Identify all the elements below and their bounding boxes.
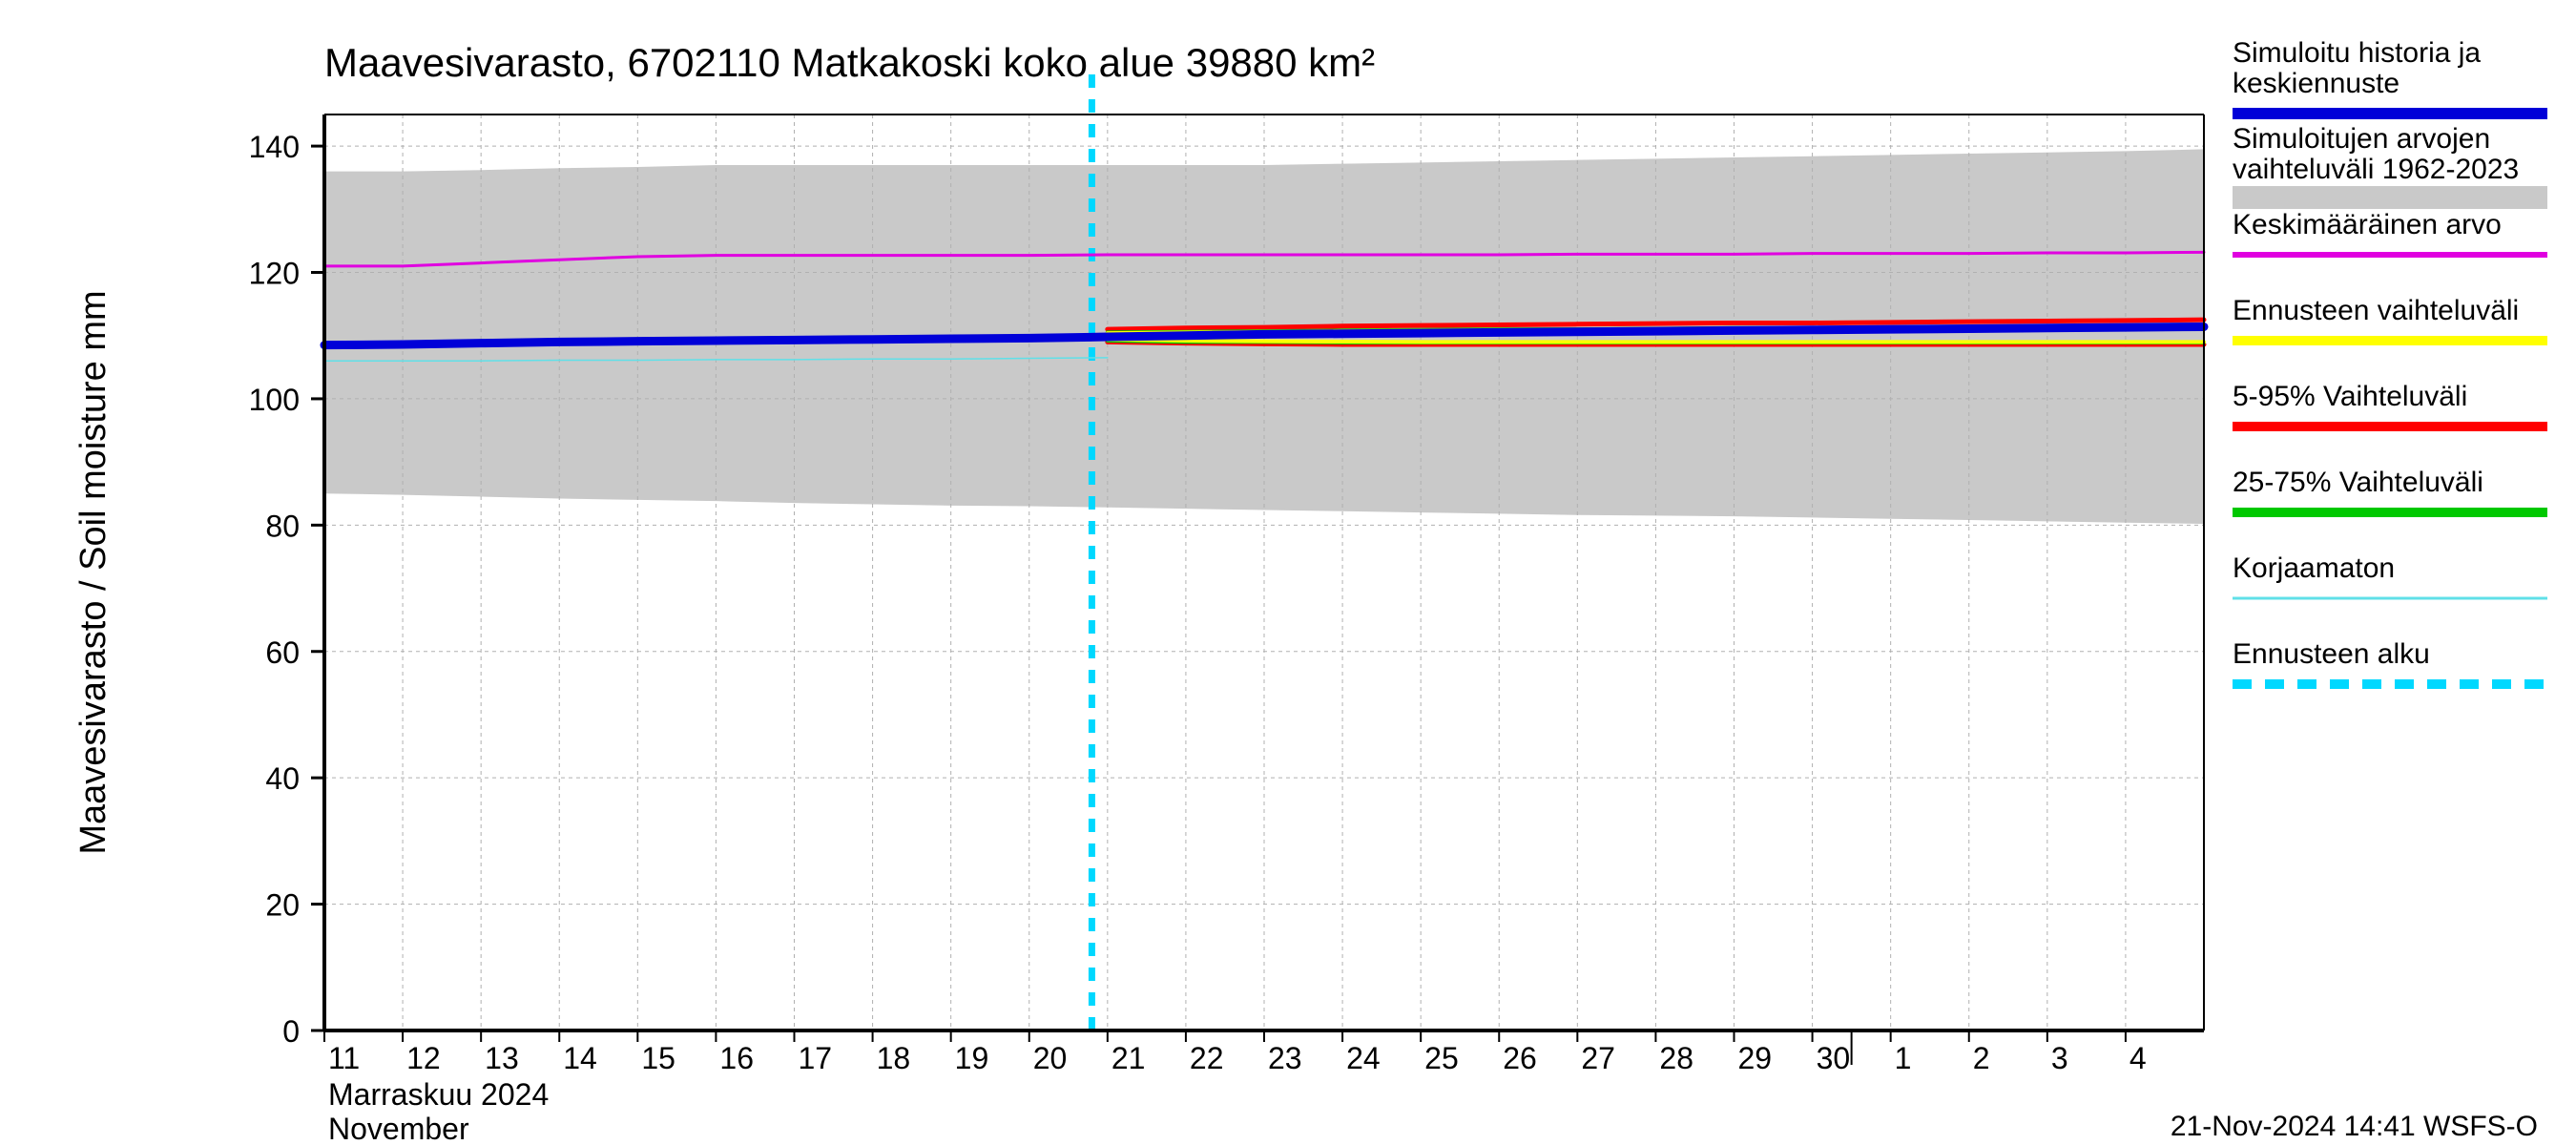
x-tick-label: 18 bbox=[877, 1041, 911, 1075]
y-tick-label: 80 bbox=[265, 509, 300, 543]
x-tick-label: 26 bbox=[1503, 1041, 1537, 1075]
x-tick-label: 11 bbox=[328, 1041, 360, 1075]
x-tick-label: 24 bbox=[1346, 1041, 1381, 1075]
x-tick-label: 23 bbox=[1268, 1041, 1302, 1075]
legend-label: keskiennuste bbox=[2233, 68, 2399, 99]
legend-label: Keskimääräinen arvo bbox=[2233, 209, 2502, 240]
y-tick-label: 60 bbox=[265, 635, 300, 670]
x-tick-label: 19 bbox=[955, 1041, 989, 1075]
y-axis-label: Maavesivarasto / Soil moisture mm bbox=[73, 290, 114, 854]
chart-title: Maavesivarasto, 6702110 Matkakoski koko … bbox=[324, 40, 1375, 85]
legend-label: 25-75% Vaihteluväli bbox=[2233, 467, 2483, 498]
x-tick-label: 20 bbox=[1033, 1041, 1068, 1075]
x-tick-label: 21 bbox=[1111, 1041, 1146, 1075]
y-tick-label: 140 bbox=[249, 130, 300, 164]
x-tick-label: 1 bbox=[1895, 1041, 1912, 1075]
y-tick-label: 120 bbox=[249, 257, 300, 291]
x-tick-label: 25 bbox=[1424, 1041, 1459, 1075]
x-tick-label: 27 bbox=[1581, 1041, 1615, 1075]
soil-moisture-chart: 0204060801001201401112131415161718192021… bbox=[0, 0, 2576, 1145]
legend-label: 5-95% Vaihteluväli bbox=[2233, 381, 2467, 412]
legend-swatch bbox=[2233, 186, 2547, 209]
chart-svg: 0204060801001201401112131415161718192021… bbox=[0, 0, 2576, 1145]
legend-label: vaihteluväli 1962-2023 bbox=[2233, 154, 2519, 185]
x-tick-label: 13 bbox=[485, 1041, 519, 1075]
x-tick-label: 17 bbox=[799, 1041, 833, 1075]
legend-label: Korjaamaton bbox=[2233, 552, 2395, 584]
y-tick-label: 100 bbox=[249, 383, 300, 417]
x-axis-month-label-en: November bbox=[328, 1112, 469, 1145]
x-tick-label: 14 bbox=[563, 1041, 597, 1075]
x-tick-label: 16 bbox=[719, 1041, 754, 1075]
x-axis-month-label: Marraskuu 2024 bbox=[328, 1077, 549, 1112]
legend-label: Simuloitu historia ja bbox=[2233, 37, 2481, 69]
x-tick-label: 30 bbox=[1817, 1041, 1851, 1075]
x-tick-label: 12 bbox=[406, 1041, 441, 1075]
y-tick-label: 0 bbox=[282, 1014, 300, 1049]
footer-timestamp: 21-Nov-2024 14:41 WSFS-O bbox=[2171, 1111, 2538, 1142]
legend-label: Ennusteen alku bbox=[2233, 638, 2430, 670]
legend-label: Ennusteen vaihteluväli bbox=[2233, 295, 2519, 326]
x-tick-label: 3 bbox=[2051, 1041, 2068, 1075]
y-tick-label: 20 bbox=[265, 888, 300, 923]
x-tick-label: 29 bbox=[1738, 1041, 1773, 1075]
x-tick-label: 4 bbox=[2129, 1041, 2147, 1075]
legend-label: Simuloitujen arvojen bbox=[2233, 123, 2490, 155]
x-tick-label: 15 bbox=[641, 1041, 675, 1075]
x-tick-label: 28 bbox=[1659, 1041, 1693, 1075]
x-tick-label: 22 bbox=[1190, 1041, 1224, 1075]
x-tick-label: 2 bbox=[1973, 1041, 1990, 1075]
y-tick-label: 40 bbox=[265, 761, 300, 796]
